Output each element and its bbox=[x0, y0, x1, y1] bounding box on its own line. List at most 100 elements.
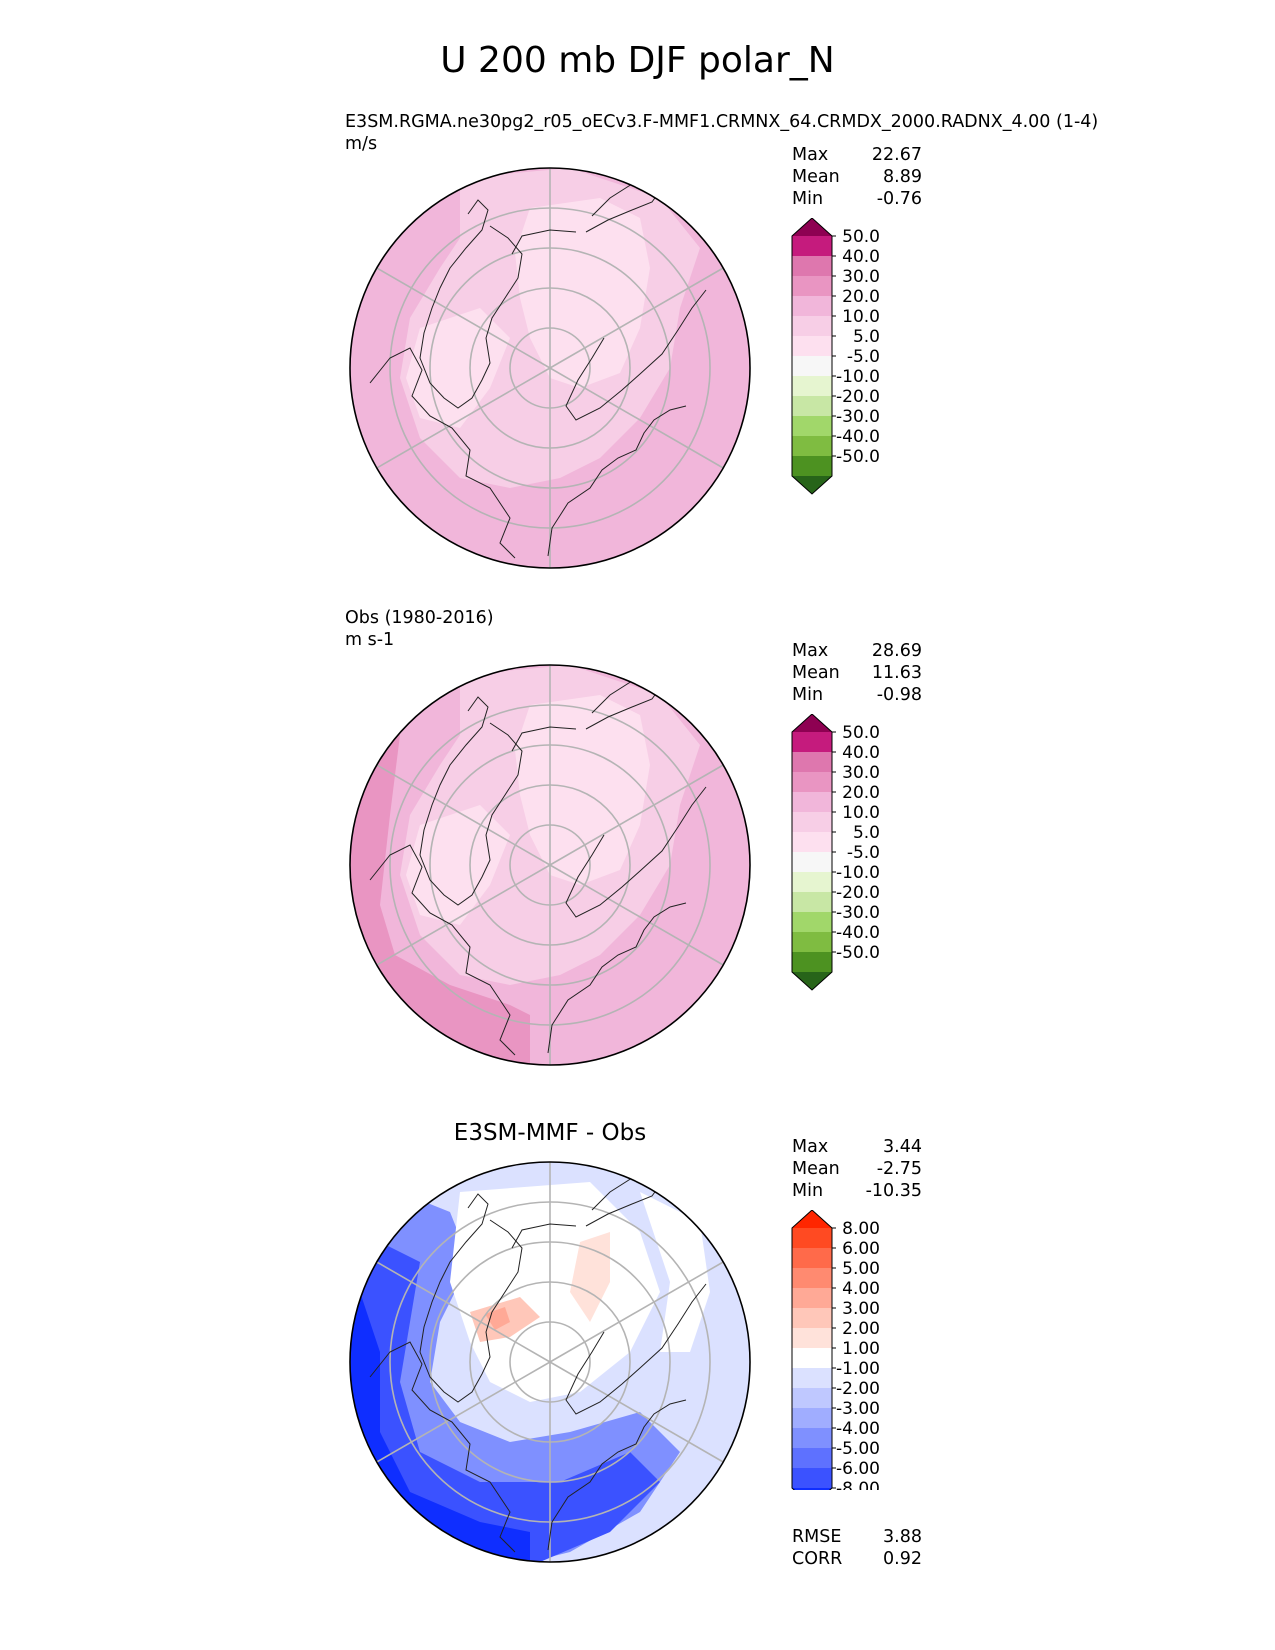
colorbar-tick-label: -5.00 bbox=[836, 1439, 880, 1459]
panel-2-colorbar: 50.040.030.020.010.05.0-5.0-10.0-20.0-30… bbox=[791, 714, 880, 991]
coastline bbox=[511, 229, 577, 255]
stat-label: Max bbox=[792, 1137, 829, 1157]
colorbar-tick-label: -50.0 bbox=[836, 447, 880, 467]
colorbar-swatch bbox=[792, 1288, 832, 1308]
stat-value: 0.92 bbox=[883, 1549, 922, 1569]
meridian-line bbox=[549, 1361, 724, 1463]
colorbar-swatch bbox=[792, 256, 832, 276]
panel-3-title: E3SM-MMF - Obs bbox=[453, 1120, 647, 1146]
panel-2-units: m s-1 bbox=[345, 630, 395, 650]
colorbar-tick-label: 1.00 bbox=[842, 1339, 880, 1359]
meridian-line bbox=[549, 864, 724, 966]
meridian-line bbox=[549, 367, 724, 469]
colorbar-tick-label: 20.0 bbox=[842, 783, 880, 803]
colorbar-swatch bbox=[792, 316, 832, 336]
coastline bbox=[511, 1223, 577, 1249]
colorbar-swatch bbox=[792, 276, 832, 296]
colorbar-swatch bbox=[792, 1248, 832, 1268]
meridian-line bbox=[376, 267, 551, 369]
map-field bbox=[350, 168, 750, 568]
coastline bbox=[547, 405, 687, 557]
colorbar-tick-label: 8.00 bbox=[842, 1219, 880, 1239]
colorbar-swatch bbox=[792, 436, 832, 456]
field-neg6-neg8 bbox=[350, 1242, 660, 1562]
colorbar-tick-label: 20.0 bbox=[842, 287, 880, 307]
panel-3-stats: Max 3.44 Mean -2.75 Min -10.35 bbox=[792, 1136, 922, 1202]
colorbar-extend-max bbox=[792, 714, 832, 732]
meridian-line bbox=[376, 864, 551, 966]
colorbar-swatch bbox=[792, 852, 832, 872]
panel-1-caption-line-1: E3SM.RGMA.ne30pg2_r05_oECv3.F-MMF1.CRMNX… bbox=[345, 112, 1099, 132]
colorbar-tick-label: 5.0 bbox=[853, 327, 880, 347]
stat-label: Min bbox=[792, 189, 824, 209]
colorbar-tick-label: 30.0 bbox=[842, 763, 880, 783]
stat-value: 8.89 bbox=[883, 167, 922, 187]
coastline bbox=[565, 289, 707, 421]
meridian-line bbox=[549, 267, 724, 369]
colorbar-swatch bbox=[792, 1348, 832, 1368]
panel-1-caption: E3SM.RGMA.ne30pg2_r05_oECv3.F-MMF1.CRMNX… bbox=[345, 111, 1098, 155]
field-neg5-5 bbox=[406, 805, 510, 925]
colorbar-tick-label: 4.00 bbox=[842, 1279, 880, 1299]
colorbar-tick-label: 10.0 bbox=[842, 307, 880, 327]
colorbar-outline bbox=[791, 714, 833, 991]
coastline bbox=[369, 1341, 516, 1553]
panel-3-colorbar: 8.006.005.004.003.002.001.00-1.00-2.00-3… bbox=[791, 1210, 880, 1490]
panel-1-units: m/s bbox=[345, 134, 378, 154]
field-3-4 bbox=[485, 1307, 510, 1330]
stat-label: Min bbox=[792, 1181, 824, 1201]
colorbar-tick-label: -10.0 bbox=[836, 863, 880, 883]
meridian-line bbox=[376, 764, 551, 866]
colorbar-tick-label: -2.00 bbox=[836, 1379, 880, 1399]
stat-value: 11.63 bbox=[871, 663, 922, 683]
colorbar-swatch bbox=[792, 456, 832, 476]
stat-value: 3.88 bbox=[883, 1527, 922, 1547]
coastline bbox=[511, 726, 577, 752]
meridian-line bbox=[376, 1261, 551, 1363]
colorbar-swatch bbox=[792, 792, 832, 812]
panel-2-caption-line-1: Obs (1980-2016) bbox=[345, 608, 494, 628]
colorbar-tick-label: 5.0 bbox=[853, 823, 880, 843]
colorbar-swatch bbox=[792, 732, 832, 752]
coastline bbox=[419, 199, 523, 409]
coastline bbox=[565, 786, 707, 918]
colorbar-tick-label: -10.0 bbox=[836, 367, 880, 387]
colorbar-swatch bbox=[792, 356, 832, 376]
colorbar-tick-label: -20.0 bbox=[836, 387, 880, 407]
colorbar-tick-label: 50.0 bbox=[842, 227, 880, 247]
stat-label: Mean bbox=[792, 167, 840, 187]
colorbar-tick-label: -5.0 bbox=[847, 347, 880, 367]
panel-1-stats: Max 22.67 Mean 8.89 Min -0.76 bbox=[792, 144, 922, 210]
coastline bbox=[547, 1399, 687, 1551]
meridian-line bbox=[376, 367, 551, 469]
field-neg5-5 bbox=[406, 308, 510, 428]
panel-2-stats: Max 28.69 Mean 11.63 Min -0.98 bbox=[792, 640, 922, 706]
stat-value: 28.69 bbox=[871, 641, 922, 661]
stat-value: 3.44 bbox=[883, 1137, 922, 1157]
coastline bbox=[419, 696, 523, 906]
colorbar-swatch bbox=[792, 1408, 832, 1428]
panel-1-colorbar: 50.040.030.020.010.05.0-5.0-10.0-20.0-30… bbox=[791, 218, 880, 495]
colorbar-extend-min bbox=[792, 476, 832, 494]
colorbar-swatch bbox=[792, 872, 832, 892]
map-boundary bbox=[349, 167, 751, 569]
colorbar-swatch bbox=[792, 892, 832, 912]
colorbar-tick-label: -3.00 bbox=[836, 1399, 880, 1419]
meridian-line bbox=[376, 1361, 551, 1463]
colorbar-extend-max bbox=[792, 218, 832, 236]
stat-label: RMSE bbox=[792, 1527, 842, 1547]
panel-1-polar-map bbox=[349, 167, 751, 569]
panel-2-caption: Obs (1980-2016) m s-1 bbox=[345, 607, 494, 651]
colorbar-tick-label: -4.00 bbox=[836, 1419, 880, 1439]
colorbar-tick-label: -40.0 bbox=[836, 923, 880, 943]
figure-title: U 200 mb DJF polar_N bbox=[440, 40, 835, 81]
colorbar-swatch bbox=[792, 336, 832, 356]
colorbar-tick-label: 5.00 bbox=[842, 1259, 880, 1279]
meridian-line bbox=[549, 1261, 724, 1363]
map-field bbox=[350, 665, 750, 1065]
colorbar-swatch bbox=[792, 416, 832, 436]
colorbar-swatch bbox=[792, 912, 832, 932]
field-neg5-5 bbox=[515, 198, 650, 388]
colorbar-swatch bbox=[792, 952, 832, 972]
colorbar-tick-label: -30.0 bbox=[836, 903, 880, 923]
